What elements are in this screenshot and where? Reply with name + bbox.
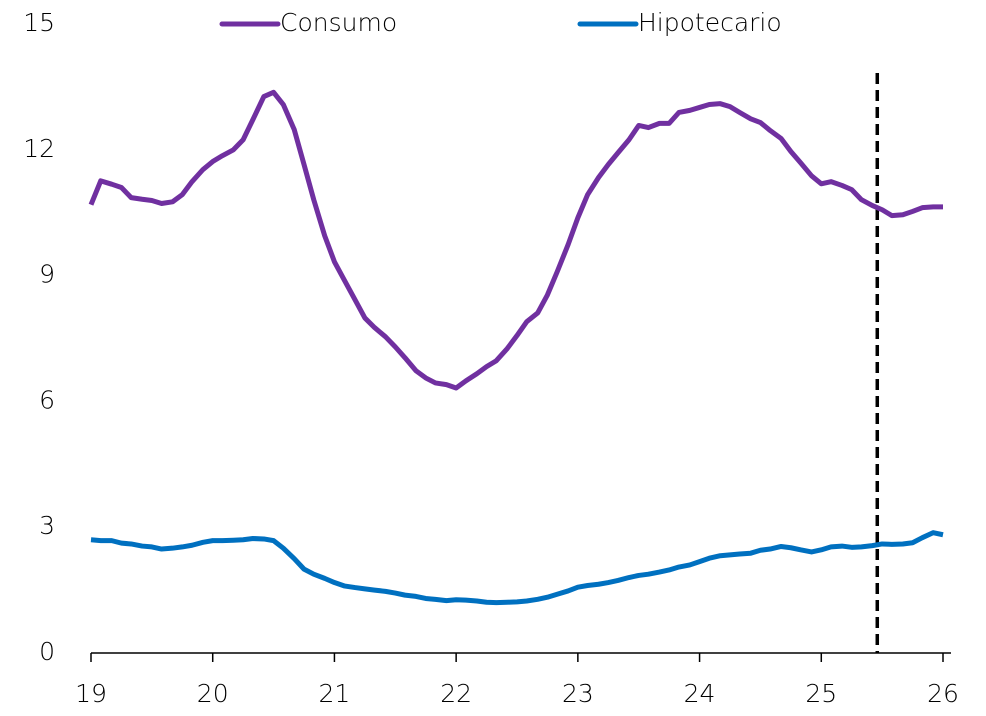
x-tick-label: 22	[440, 679, 472, 708]
x-tick-label: 26	[927, 679, 959, 708]
x-tick-label: 21	[319, 679, 351, 708]
x-tick-label: 24	[684, 679, 716, 708]
series-line	[90, 530, 944, 606]
y-tick-label: 9	[39, 260, 55, 289]
legend-label: Hipotecario	[638, 8, 782, 37]
series-line	[88, 89, 943, 391]
y-tick-label: 12	[23, 134, 55, 163]
x-tick-label: 20	[197, 679, 229, 708]
x-tick-label: 19	[75, 679, 107, 708]
y-tick-label: 3	[39, 511, 55, 540]
legend-label: Consumo	[280, 8, 397, 37]
x-tick-label: 25	[805, 679, 837, 708]
y-tick-label: 0	[39, 637, 55, 666]
x-tick-label: 23	[562, 679, 594, 708]
y-tick-label: 6	[39, 385, 55, 414]
y-tick-label: 15	[23, 8, 55, 37]
